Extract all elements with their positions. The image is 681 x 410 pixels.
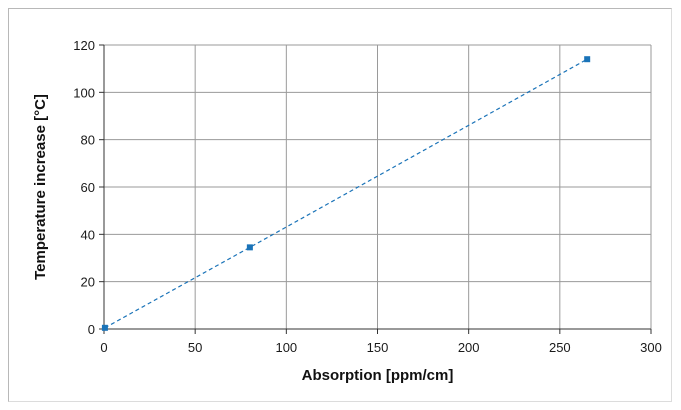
y-tick-label-2: 40 <box>81 227 95 242</box>
x-axis-title: Absorption [ppm/cm] <box>302 367 454 384</box>
series-0-trendline <box>104 58 588 329</box>
series-0-point-1 <box>246 244 253 251</box>
tick-labels: 0 50 100 150 200 250 300 0 20 40 60 80 100 120 <box>73 38 662 355</box>
x-tick-label-4: 200 <box>458 340 480 355</box>
y-axis-title: Temperature increase [°C] <box>32 94 49 280</box>
x-tick-label-2: 100 <box>275 340 297 355</box>
y-tick-label-3: 60 <box>81 180 95 195</box>
x-tick-label-5: 250 <box>549 340 571 355</box>
series-0-point-2 <box>584 56 591 63</box>
grid <box>104 44 652 329</box>
chart-frame <box>8 8 672 402</box>
y-tick-label-4: 80 <box>81 133 95 148</box>
axes <box>99 44 652 334</box>
x-tick-label-6: 300 <box>640 340 662 355</box>
x-tick-label-0: 0 <box>100 340 107 355</box>
y-tick-label-0: 0 <box>88 322 95 337</box>
y-tick-label-6: 120 <box>73 38 95 53</box>
y-tick-label-5: 100 <box>73 85 95 100</box>
series <box>101 56 591 331</box>
x-tick-label-3: 150 <box>367 340 389 355</box>
x-tick-label-1: 50 <box>188 340 202 355</box>
y-tick-label-1: 20 <box>81 275 95 290</box>
series-0-point-0 <box>101 324 108 331</box>
